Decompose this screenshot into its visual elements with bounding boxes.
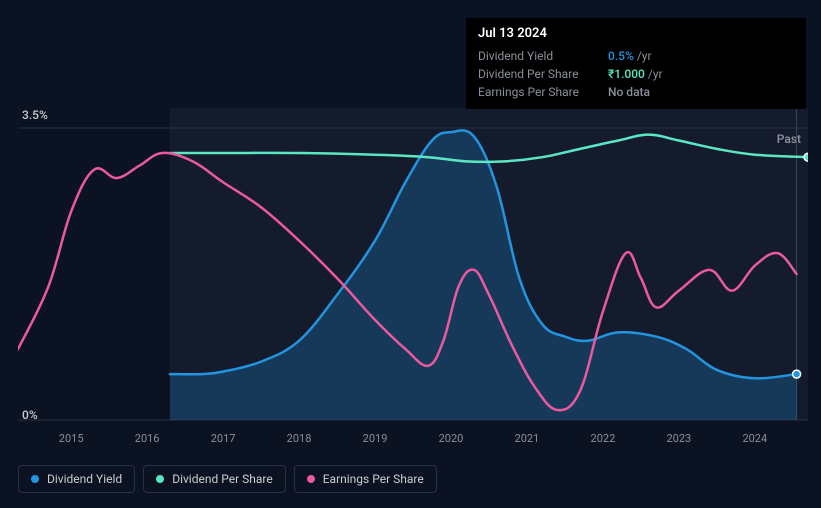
x-axis: 2015 2016 2017 2018 2019 2020 2021 2022 2023 2024 <box>18 432 808 452</box>
tooltip-row: Dividend Per Share ₹1.000 /yr <box>478 65 794 83</box>
x-tick: 2023 <box>666 432 691 445</box>
legend-label: Dividend Yield <box>47 472 122 486</box>
x-tick: 2015 <box>59 432 84 445</box>
tooltip-value: No data <box>608 85 650 99</box>
legend-dot <box>31 475 39 483</box>
x-tick: 2016 <box>135 432 160 445</box>
plot-area[interactable] <box>18 108 808 453</box>
legend-item-earnings-per-share[interactable]: Earnings Per Share <box>294 465 437 493</box>
tooltip-value: ₹1.000 <box>608 67 645 81</box>
legend-item-dividend-per-share[interactable]: Dividend Per Share <box>143 465 286 493</box>
tooltip-label: Dividend Yield <box>478 49 608 63</box>
legend-label: Dividend Per Share <box>172 472 273 486</box>
x-tick: 2018 <box>287 432 312 445</box>
tooltip: Jul 13 2024 Dividend Yield 0.5% /yr Divi… <box>466 18 806 109</box>
tooltip-date: Jul 13 2024 <box>478 26 794 41</box>
x-tick: 2017 <box>211 432 236 445</box>
x-tick: 2021 <box>515 432 540 445</box>
legend-dot <box>307 475 315 483</box>
tooltip-label: Dividend Per Share <box>478 67 608 81</box>
x-tick: 2020 <box>439 432 464 445</box>
chart-container: Jul 13 2024 Dividend Yield 0.5% /yr Divi… <box>0 0 821 508</box>
tooltip-suffix: /yr <box>637 49 652 63</box>
legend-item-dividend-yield[interactable]: Dividend Yield <box>18 465 135 493</box>
x-tick: 2024 <box>742 432 767 445</box>
tooltip-suffix: /yr <box>648 67 663 81</box>
chart-svg <box>18 108 808 453</box>
x-tick: 2019 <box>363 432 388 445</box>
legend-label: Earnings Per Share <box>323 472 424 486</box>
x-tick: 2022 <box>591 432 616 445</box>
legend: Dividend Yield Dividend Per Share Earnin… <box>18 465 437 493</box>
tooltip-row: Earnings Per Share No data <box>478 83 794 101</box>
tooltip-label: Earnings Per Share <box>478 85 608 99</box>
tooltip-row: Dividend Yield 0.5% /yr <box>478 47 794 65</box>
legend-dot <box>156 475 164 483</box>
tooltip-value: 0.5% <box>608 49 634 63</box>
